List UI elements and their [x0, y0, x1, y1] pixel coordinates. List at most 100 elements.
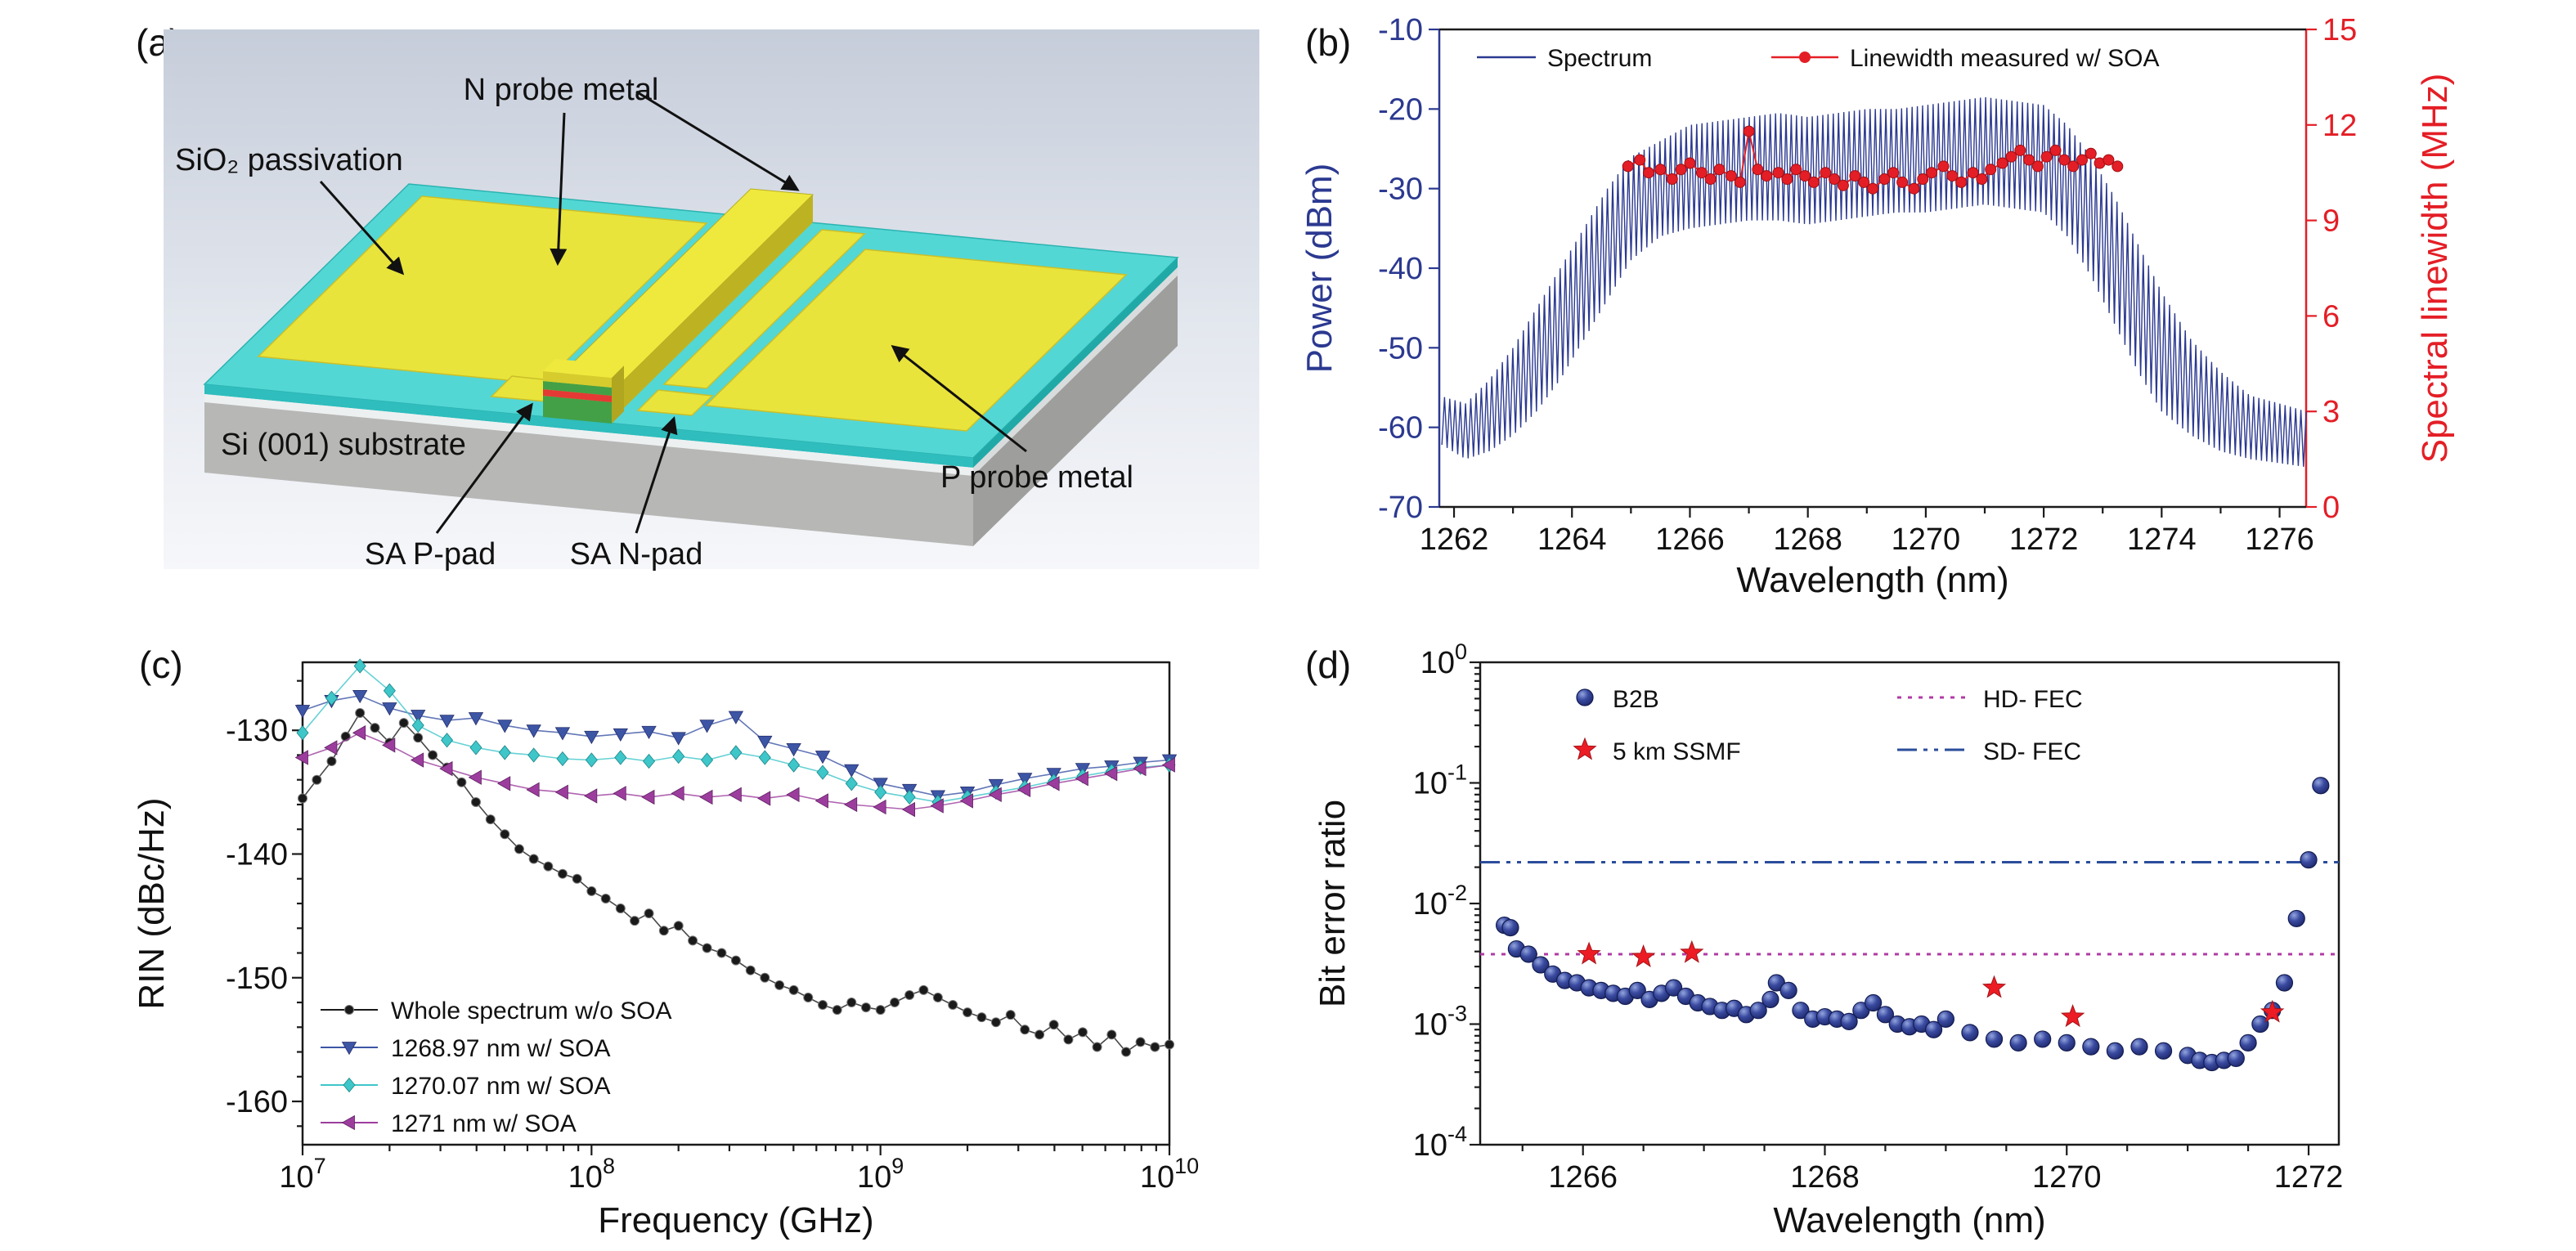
axis-y-left-label-b: Power (dBm) — [1299, 164, 1340, 374]
tick-label: 107 — [279, 1154, 325, 1195]
tick-label: 1266 — [1655, 522, 1725, 557]
tick-label: -70 — [1378, 491, 1423, 525]
tick-label: 100 — [1420, 639, 1467, 680]
sa-n-pad-shape — [636, 389, 714, 416]
facet-top-face — [543, 359, 624, 378]
tick-label: 1272 — [2274, 1160, 2344, 1195]
substrate-front-face — [204, 402, 973, 546]
tick-label: 15 — [2322, 13, 2357, 47]
panel-a-annotations: N probe metal SiO₂ passivation Si (001) … — [175, 73, 1133, 572]
legend-d-sdfec-label: SD- FEC — [1983, 738, 2081, 765]
passivation-front-edge — [204, 384, 973, 468]
axis-y-label-d: Bit error ratio — [1313, 800, 1353, 1007]
tick-label: 1264 — [1537, 522, 1607, 557]
tick-label: 1268 — [1773, 522, 1842, 557]
tick-label: -130 — [226, 714, 288, 748]
label-sa-n-pad: SA N-pad — [570, 537, 703, 572]
spectrum-trace — [1441, 96, 2307, 467]
tick-label: 109 — [857, 1154, 904, 1195]
tick-label: 10-1 — [1413, 760, 1467, 800]
axis-y-right-label-b: Spectral linewidth (MHz) — [2415, 74, 2455, 464]
tick-label: 10-2 — [1413, 881, 1467, 921]
legend-d: B2B 5 km SSMF HD- FEC SD- FEC — [1573, 686, 2083, 765]
legend-d-hdfec-label: HD- FEC — [1983, 686, 2083, 713]
tick-label: 1268 — [1790, 1160, 1860, 1195]
legend-linewidth-dot — [1799, 52, 1811, 63]
series-1270-07-nm-w-soa — [296, 658, 1176, 810]
tick-label: 108 — [568, 1154, 615, 1195]
arrow-n-probe-1 — [550, 112, 568, 267]
tick-label: -50 — [1378, 331, 1423, 365]
arrow-n-probe-2 — [635, 90, 800, 191]
arrow-sio2 — [319, 181, 405, 276]
tick-label: 1266 — [1548, 1160, 1618, 1195]
legend-c: Whole spectrum w/o SOA 1268.97 nm w/ SOA… — [321, 998, 671, 1137]
legend-d-b2b-label: B2B — [1613, 686, 1659, 713]
label-n-probe-metal: N probe metal — [464, 73, 659, 107]
tick-label: 12 — [2322, 109, 2357, 143]
axis-x-label-b: Wavelength (nm) — [1736, 560, 2008, 600]
tick-label: -40 — [1378, 252, 1423, 286]
tick-label: -30 — [1378, 173, 1423, 207]
axis-y-label-c: RIN (dBc/Hz) — [132, 797, 172, 1009]
facet-side-face — [612, 365, 624, 424]
label-substrate: Si (001) substrate — [221, 428, 466, 462]
label-sio2-passivation: SiO₂ passivation — [175, 143, 403, 177]
panel-a: (a) — [136, 21, 1259, 572]
tick-label: 1276 — [2245, 522, 2314, 557]
tick-label: 1274 — [2127, 522, 2197, 557]
facet-metal-cap — [543, 371, 612, 388]
tick-label: 1272 — [2009, 522, 2079, 557]
tick-label: 10-3 — [1413, 1001, 1467, 1042]
plot-d: 1266 1268 1270 1272 100 10-1 10-2 10-3 10-4 — [1413, 639, 2344, 1195]
plot-c: 107 108 109 1010 -130 -140 -150 -160 — [226, 658, 1199, 1195]
tick-label: 1010 — [1140, 1154, 1199, 1195]
panel-b: (b) 1262 1264 1266 1268 1270 1272 1274 1276 -10 -… — [1299, 13, 2455, 600]
facet-green-lower — [543, 396, 612, 424]
tick-label: 6 — [2322, 299, 2340, 334]
tick-label: 1262 — [1420, 522, 1489, 557]
tick-label: 0 — [2322, 491, 2340, 525]
tick-label: -60 — [1378, 411, 1423, 446]
linewidth-series — [1622, 125, 2124, 195]
tick-label: -20 — [1378, 92, 1423, 127]
legend-c-label-4: 1271 nm w/ SOA — [391, 1110, 577, 1137]
series-b2b — [1495, 777, 2330, 1072]
tick-label: 1270 — [1892, 522, 1961, 557]
panel-d-label: (d) — [1305, 643, 1351, 686]
tick-label: 10-4 — [1413, 1122, 1467, 1163]
n-probe-metal-pad — [257, 195, 708, 384]
legend-d-ssmf-label: 5 km SSMF — [1613, 738, 1741, 765]
ridge-side-face — [621, 195, 813, 411]
plot-b: 1262 1264 1266 1268 1270 1272 1274 1276 -10 -20 -3… — [1378, 13, 2357, 557]
series-5-km-ssmf — [1577, 939, 2285, 1028]
facet-red-stripe — [543, 389, 612, 402]
tick-label: -150 — [226, 962, 288, 996]
series-1271-nm-w-soa — [294, 725, 1175, 818]
panel-d: (d) 1266 1268 1270 127210010-110-210-310-4 … — [1305, 639, 2344, 1240]
legend-c-label-3: 1270.07 nm w/ SOA — [391, 1073, 610, 1100]
tick-label: -10 — [1378, 13, 1423, 47]
p-probe-metal-pad — [704, 249, 1128, 432]
panel-b-label: (b) — [1305, 21, 1351, 64]
legend-c-label-1: Whole spectrum w/o SOA — [391, 998, 671, 1025]
passivation-side-edge — [973, 258, 1178, 468]
panel-c-label: (c) — [139, 643, 183, 686]
arrow-sa-p-pad — [435, 402, 533, 534]
label-p-probe-metal: P probe metal — [940, 460, 1133, 495]
axis-x-label-d: Wavelength (nm) — [1773, 1200, 2045, 1240]
tick-label: -140 — [226, 837, 288, 872]
panel-c: (c) 107 108 109 1010 -130 -140 -150 -160 Whole … — [132, 643, 1199, 1240]
arrow-p-probe — [891, 345, 1027, 453]
buffer-side-edge — [973, 267, 1178, 476]
legend-linewidth-label: Linewidth measured w/ SOA — [1850, 45, 2160, 72]
axis-x-label-c: Frequency (GHz) — [598, 1200, 873, 1240]
metal-trace — [662, 229, 866, 389]
arrow-sa-n-pad — [635, 416, 678, 534]
substrate-side-face — [973, 276, 1178, 546]
legend-c-label-2: 1268.97 nm w/ SOA — [391, 1035, 610, 1062]
tick-label: 1270 — [2032, 1160, 2102, 1195]
tick-label: -160 — [226, 1085, 288, 1119]
tick-label: 3 — [2322, 395, 2340, 429]
facet-green-upper — [543, 381, 612, 396]
